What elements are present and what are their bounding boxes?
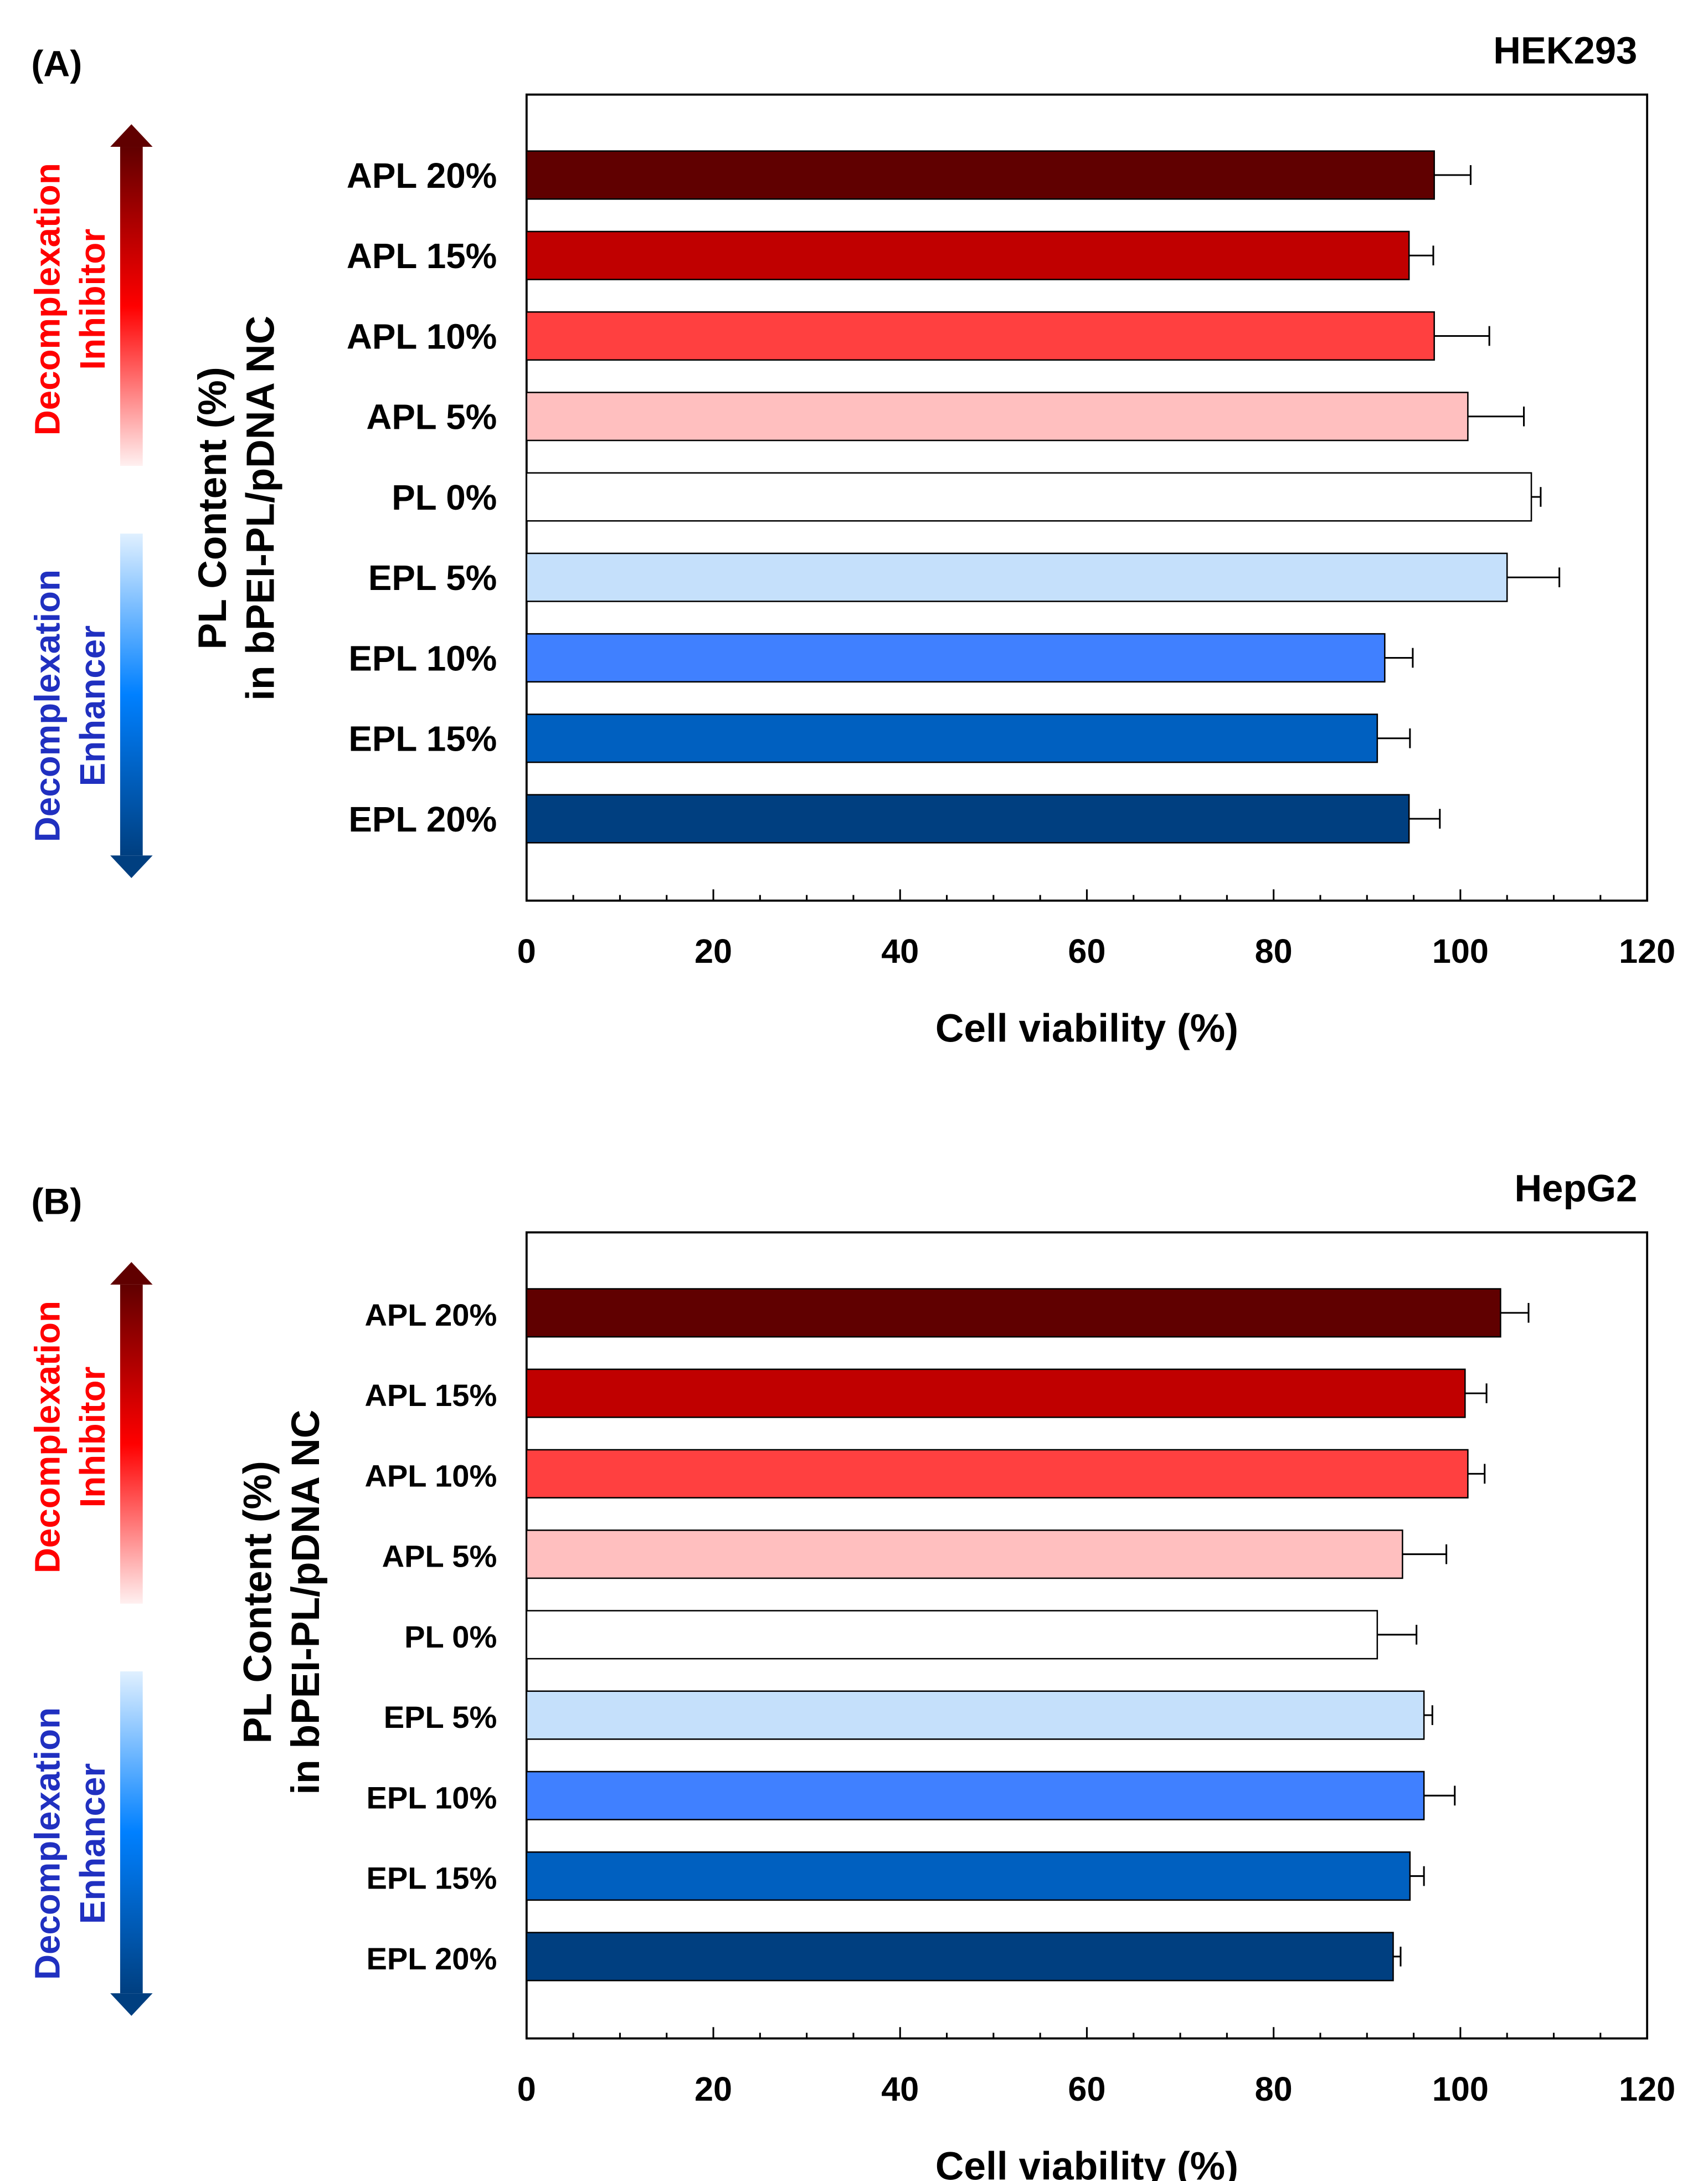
y-axis-label: PL Content (%) in bPEI-PL/pDNA NC (191, 316, 283, 701)
inhibitor-label: Inhibitor (73, 229, 112, 370)
bar (526, 633, 1386, 683)
x-tick-label: 120 (1619, 2070, 1675, 2108)
bar (526, 1610, 1378, 1660)
y-axis-label-line-2: in bPEI-PL/pDNA NC (239, 316, 283, 701)
x-tick-label: 60 (1068, 932, 1105, 970)
category-label: APL 20% (364, 1297, 497, 1332)
x-tick-label: 20 (694, 932, 732, 970)
bar (526, 1851, 1411, 1901)
category-label: APL 10% (364, 1458, 497, 1493)
category-label: PL 0% (404, 1619, 497, 1654)
category-label: EPL 20% (348, 800, 497, 839)
enhancer-decomplexation-label: Decomplexation (28, 1707, 67, 1980)
inhibitor-arrow-icon (110, 1262, 153, 1285)
bar (526, 1449, 1469, 1499)
y-axis-label-line-1: PL Content (%) (191, 367, 235, 649)
bar (526, 1932, 1394, 1982)
x-tick-label: 0 (517, 932, 536, 970)
category-label: EPL 20% (367, 1941, 497, 1976)
bar (526, 1690, 1425, 1740)
bar (526, 311, 1435, 361)
category-label: PL 0% (392, 478, 497, 517)
panel-label: (A) (31, 44, 82, 85)
x-tick-label: 40 (881, 2070, 919, 2108)
panel-b: (B) HepG2 0 20 40 60 80 100 120 Cell viability (%… (28, 1167, 1675, 2181)
category-label: APL 15% (364, 1378, 497, 1413)
chart-title: HepG2 (1515, 1167, 1638, 1210)
category-label: EPL 10% (348, 639, 497, 678)
inhibitor-arrow-icon (110, 124, 153, 147)
x-tick-label: 100 (1432, 932, 1489, 970)
chart-title: HEK293 (1493, 29, 1637, 72)
x-tick-label: 60 (1068, 2070, 1105, 2108)
inhibitor-label: Inhibitor (73, 1367, 112, 1508)
category-label: EPL 15% (348, 720, 497, 759)
enhancer-arrow-shaft (120, 1671, 143, 1994)
category-label: APL 5% (382, 1539, 497, 1574)
x-tick-label: 80 (1255, 2070, 1293, 2108)
bar (526, 552, 1508, 602)
x-axis-label: Cell viability (%) (935, 1007, 1238, 1051)
x-tick-label: 120 (1619, 932, 1675, 970)
enhancer-label: Enhancer (73, 625, 112, 786)
category-label: EPL 10% (367, 1780, 497, 1815)
category-label: EPL 5% (368, 558, 497, 598)
bar (526, 1771, 1425, 1820)
inhibitor-decomplexation-label: Decomplexation (28, 1301, 67, 1573)
bar (526, 472, 1532, 522)
panel-a: (A) HEK293 0 20 40 60 80 100 120 Cell viability (… (28, 29, 1675, 1051)
category-label: APL 15% (347, 237, 497, 276)
y-axis-label-line-1: PL Content (%) (236, 1461, 280, 1743)
category-label: EPL 5% (384, 1700, 497, 1734)
x-tick-label: 80 (1255, 932, 1293, 970)
inhibitor-arrow-shaft (120, 1284, 143, 1604)
bar (526, 1529, 1403, 1579)
category-label: APL 5% (366, 398, 497, 437)
x-tick-label: 0 (517, 2070, 536, 2108)
panel-label: (B) (31, 1181, 82, 1222)
bar (526, 1368, 1466, 1418)
bar (526, 230, 1410, 280)
enhancer-arrow-icon (110, 855, 153, 878)
y-axis-label-line-2: in bPEI-PL/pDNA NC (284, 1410, 328, 1795)
bar (526, 794, 1410, 844)
enhancer-label: Enhancer (73, 1763, 112, 1924)
bar (526, 1288, 1501, 1338)
x-tick-label: 20 (694, 2070, 732, 2108)
bar (526, 714, 1378, 763)
category-label: APL 20% (347, 156, 497, 196)
enhancer-arrow-icon (110, 1993, 153, 2016)
x-axis-label: Cell viability (%) (935, 2144, 1238, 2181)
bar (526, 392, 1469, 442)
category-label: APL 10% (347, 317, 497, 356)
inhibitor-decomplexation-label: Decomplexation (28, 163, 67, 435)
bar (526, 150, 1435, 200)
x-tick-label: 40 (881, 932, 919, 970)
x-tick-label: 100 (1432, 2070, 1489, 2108)
y-axis-label: PL Content (%) in bPEI-PL/pDNA NC (236, 1410, 328, 1795)
inhibitor-arrow-shaft (120, 147, 143, 466)
enhancer-arrow-shaft (120, 533, 143, 856)
category-label: EPL 15% (367, 1861, 497, 1896)
enhancer-decomplexation-label: Decomplexation (28, 569, 67, 842)
